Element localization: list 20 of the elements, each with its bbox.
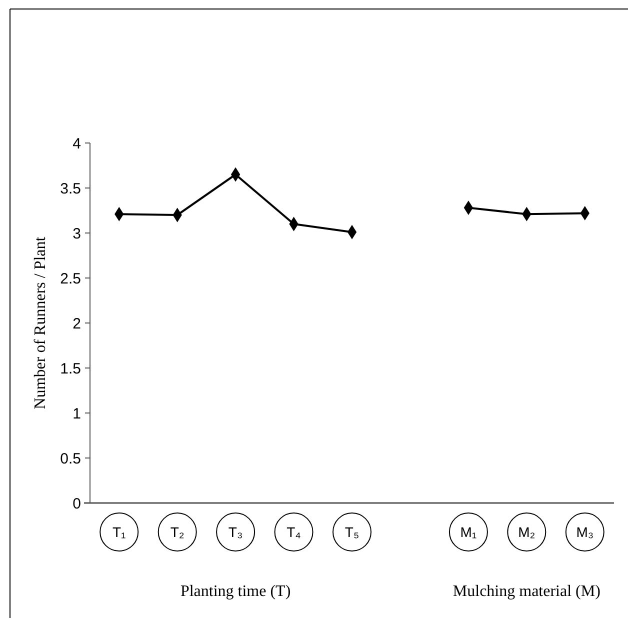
x-tick-label: T₅	[344, 524, 360, 540]
y-tick-label: 3.5	[60, 180, 81, 198]
x-tick-label: M₃	[576, 524, 594, 540]
x-tick-label: T₁	[112, 524, 126, 540]
x-tick-label: T₃	[228, 524, 243, 540]
y-tick-label: 4	[72, 135, 81, 152]
x-tick-label: M₂	[518, 524, 536, 540]
y-tick-label: 3	[72, 225, 81, 242]
y-tick-label: 2.5	[60, 270, 81, 288]
x-tick-label: T₂	[170, 524, 184, 540]
y-tick-label: 1.5	[60, 360, 81, 378]
y-tick-label: 2	[72, 315, 81, 332]
x-tick-label: T₄	[286, 524, 302, 540]
y-tick-label: 0	[72, 495, 81, 512]
text: Mulching material (M)	[452, 583, 600, 600]
y-tick-label: 1	[72, 405, 81, 422]
text: Planting time (T)	[180, 583, 291, 600]
y-axis-title: Number of Runners / Plant	[32, 236, 49, 410]
x-tick-label: M₁	[460, 524, 477, 540]
y-tick-label: 0.5	[60, 450, 81, 468]
